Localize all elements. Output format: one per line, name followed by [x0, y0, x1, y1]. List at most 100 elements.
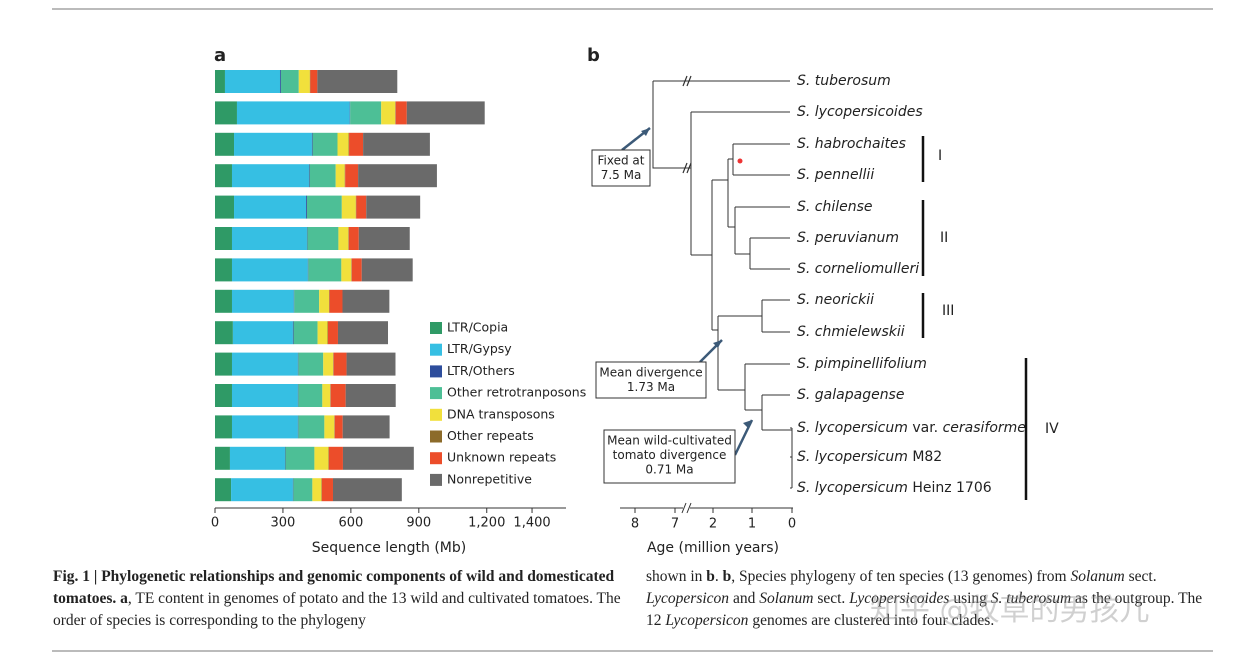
bar-segment [307, 227, 339, 250]
bar-segment [279, 70, 281, 93]
bar-segment [345, 384, 396, 407]
bar-segment [337, 132, 349, 156]
bar-segment [342, 446, 414, 470]
bar-segment [328, 446, 343, 470]
legend-label: Other retrotranposons [447, 385, 586, 400]
species-label: S. lycopersicum var. cerasiforme [797, 420, 1026, 436]
species-label: S. lycopersicum M82 [797, 449, 942, 465]
caption-text: b [722, 568, 732, 585]
x-axis-label: Sequence length (Mb) [312, 540, 466, 556]
arrow-head [641, 128, 650, 136]
species-label: S. lycopersicum Heinz 1706 [797, 480, 992, 496]
caption-text: b [706, 568, 715, 585]
legend-label: Other repeats [447, 428, 534, 443]
bar-segment [334, 415, 343, 439]
caption-text: , Species phylogeny of ten species (13 g… [731, 568, 1071, 585]
caption-text: Lycopersicon [646, 590, 730, 607]
bar-segment [338, 227, 349, 250]
bar-segment [234, 195, 307, 219]
species-label: S. neorickii [797, 292, 874, 308]
marker-dot [737, 158, 743, 164]
bar-segment [306, 195, 342, 219]
annotation-box [603, 429, 736, 484]
annotation-text: Mean divergence [599, 366, 702, 380]
bar-segment [236, 101, 350, 125]
species-part: S. neorickii [797, 292, 874, 308]
arrow-head [743, 420, 752, 428]
tree-branches [652, 75, 793, 489]
species-label: S. peruvianum [797, 230, 899, 246]
caption-text: genomes are clustered into four clades. [748, 612, 995, 629]
x-tick-label: 1,200 [468, 516, 505, 531]
bar-segment [351, 258, 362, 282]
bar-segment [231, 164, 309, 188]
bar-segment [234, 132, 312, 156]
bar-segment [349, 132, 364, 156]
annotation-arrow [733, 419, 754, 456]
bar-segment [298, 352, 324, 376]
bar-segment [293, 321, 318, 345]
legend-swatch [430, 365, 442, 378]
species-label: S. pennellii [797, 167, 874, 183]
bar-segment [306, 195, 307, 219]
bar-segment [298, 70, 310, 93]
bar-segment [215, 164, 232, 188]
x-tick-label: 0 [211, 516, 219, 531]
bar-segment [324, 415, 335, 439]
bar-segment [335, 164, 345, 188]
species-part: S. lycopersicoides [797, 104, 923, 120]
bar-segment [215, 321, 233, 345]
bar-segment [348, 227, 359, 250]
bar-segment [231, 352, 298, 376]
bar-segment [341, 195, 356, 219]
bar-segment [215, 415, 232, 439]
bar-segment [342, 289, 390, 313]
caption-text: Solanum [759, 590, 814, 607]
caption-text: , TE content in genomes of potato and th… [53, 590, 621, 629]
time-tick-label: 0 [788, 517, 796, 532]
bar-segment [312, 478, 322, 502]
bar-segment [327, 321, 338, 345]
legend-swatch [430, 408, 442, 421]
species-part: S. habrochaites [797, 136, 906, 152]
bar-segment [285, 446, 315, 470]
annotation-text: 0.71 Ma [645, 463, 693, 477]
annotation-text: tomato divergence [613, 448, 727, 462]
legend-label: LTR/Gypsy [447, 341, 512, 356]
bar-segment [358, 164, 437, 188]
species-part: S. lycopersicum [797, 480, 908, 496]
bar-segment [361, 258, 413, 282]
bar-segment [332, 478, 402, 502]
legend-label: DNA transposons [447, 406, 555, 421]
bar-segment [337, 321, 389, 345]
caption-text: Lycopersicon [665, 612, 749, 629]
bar-segment [308, 164, 310, 188]
bar-segment [345, 164, 359, 188]
bar-segment [231, 258, 308, 282]
species-part: S. peruvianum [797, 230, 899, 246]
bar-segment [333, 352, 347, 376]
species-part: cerasiforme [943, 420, 1026, 436]
caption-text: sect. [813, 590, 850, 607]
species-part: S. pennellii [797, 167, 874, 183]
annotation-text: Fixed at [598, 154, 645, 168]
panel-label: a [214, 45, 226, 66]
bar-segment [308, 258, 342, 282]
bar-segment [310, 70, 318, 93]
bar-segment [215, 227, 232, 250]
x-tick-label: 600 [338, 516, 363, 531]
bar-segment [215, 478, 232, 502]
species-part: S. galapagense [797, 387, 904, 403]
caption-text: . [714, 568, 723, 585]
species-label: S. tuberosum [797, 73, 891, 89]
legend-swatch [430, 452, 442, 465]
species-label: S. habrochaites [797, 136, 906, 152]
bar-segment [358, 227, 410, 250]
bar-segment [323, 352, 334, 376]
legend-swatch [430, 322, 442, 334]
bar-segment [363, 132, 430, 156]
clade-label: III [942, 303, 954, 319]
legend-swatch [430, 387, 442, 400]
